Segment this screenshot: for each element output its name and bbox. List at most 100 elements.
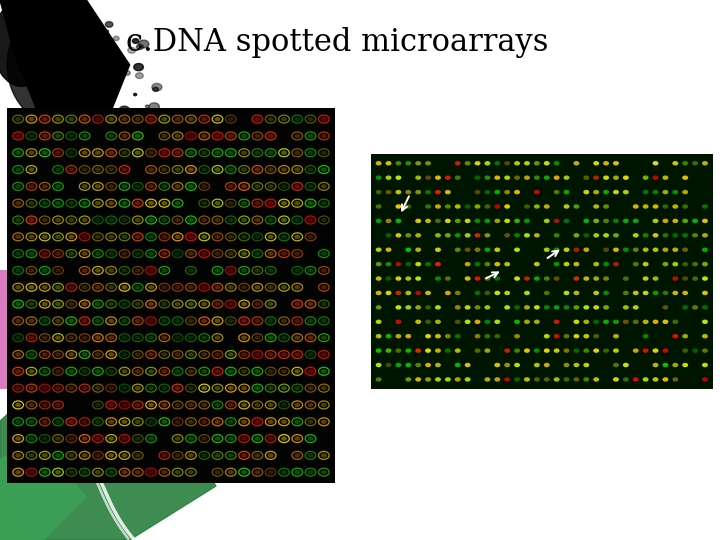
Circle shape <box>122 134 127 138</box>
Circle shape <box>161 335 167 340</box>
Circle shape <box>42 134 48 138</box>
Circle shape <box>78 88 86 94</box>
Circle shape <box>202 201 207 205</box>
Circle shape <box>70 146 76 150</box>
Circle shape <box>108 184 114 188</box>
Circle shape <box>71 59 78 64</box>
Circle shape <box>108 319 114 323</box>
Circle shape <box>474 262 480 266</box>
Circle shape <box>672 190 678 194</box>
Circle shape <box>95 403 101 407</box>
Bar <box>371 154 713 389</box>
Circle shape <box>241 252 247 256</box>
Circle shape <box>643 262 649 266</box>
Circle shape <box>55 167 61 172</box>
Circle shape <box>603 233 609 238</box>
Circle shape <box>672 276 678 281</box>
Circle shape <box>268 335 274 340</box>
Circle shape <box>148 352 154 357</box>
Circle shape <box>504 176 510 180</box>
Circle shape <box>268 117 274 122</box>
Bar <box>0 270 10 389</box>
Circle shape <box>464 320 471 324</box>
Circle shape <box>294 151 300 155</box>
Circle shape <box>672 320 678 324</box>
Circle shape <box>188 151 194 155</box>
Circle shape <box>321 268 327 273</box>
Circle shape <box>474 233 480 238</box>
Circle shape <box>228 201 234 205</box>
Circle shape <box>474 291 480 295</box>
Circle shape <box>254 134 261 138</box>
Circle shape <box>445 334 451 339</box>
Circle shape <box>86 87 94 93</box>
Circle shape <box>188 184 194 188</box>
Circle shape <box>534 276 540 281</box>
Circle shape <box>215 420 220 424</box>
Circle shape <box>495 276 500 281</box>
Circle shape <box>662 204 668 209</box>
Circle shape <box>405 190 411 194</box>
Circle shape <box>564 190 570 194</box>
Circle shape <box>161 386 167 390</box>
Circle shape <box>445 291 451 295</box>
Circle shape <box>161 352 167 357</box>
Circle shape <box>161 420 167 424</box>
Circle shape <box>175 252 181 256</box>
Circle shape <box>376 291 382 295</box>
Circle shape <box>583 247 589 252</box>
Circle shape <box>564 291 570 295</box>
Circle shape <box>643 320 649 324</box>
Circle shape <box>108 352 114 357</box>
Circle shape <box>672 363 678 367</box>
Circle shape <box>95 352 101 357</box>
Circle shape <box>692 161 698 165</box>
Circle shape <box>692 233 698 238</box>
Circle shape <box>188 285 194 289</box>
Circle shape <box>672 204 678 209</box>
Circle shape <box>215 117 220 122</box>
Circle shape <box>307 234 313 239</box>
Circle shape <box>504 204 510 209</box>
Circle shape <box>15 386 21 390</box>
Circle shape <box>524 176 530 180</box>
Circle shape <box>81 369 88 374</box>
Circle shape <box>294 386 300 390</box>
Circle shape <box>544 176 549 180</box>
Circle shape <box>95 201 101 205</box>
Circle shape <box>148 386 154 390</box>
Circle shape <box>504 363 510 367</box>
Circle shape <box>554 190 559 194</box>
Circle shape <box>613 161 619 165</box>
Circle shape <box>652 291 659 295</box>
Circle shape <box>485 233 490 238</box>
Circle shape <box>103 67 107 70</box>
Circle shape <box>96 59 101 63</box>
Circle shape <box>15 218 21 222</box>
Circle shape <box>321 117 327 122</box>
Circle shape <box>652 176 659 180</box>
Circle shape <box>15 352 21 357</box>
Circle shape <box>544 161 549 165</box>
Circle shape <box>474 348 480 353</box>
Circle shape <box>474 161 480 165</box>
Circle shape <box>662 219 668 223</box>
Circle shape <box>71 145 73 147</box>
Circle shape <box>58 93 69 102</box>
Circle shape <box>268 403 274 407</box>
Circle shape <box>593 291 599 295</box>
Circle shape <box>294 302 300 306</box>
Circle shape <box>93 31 97 35</box>
Circle shape <box>149 103 159 111</box>
Circle shape <box>702 377 708 382</box>
Circle shape <box>122 151 127 155</box>
Circle shape <box>68 252 74 256</box>
Circle shape <box>161 453 167 457</box>
Circle shape <box>81 386 88 390</box>
Circle shape <box>281 436 287 441</box>
Circle shape <box>603 320 609 324</box>
Circle shape <box>534 363 540 367</box>
Circle shape <box>29 453 35 457</box>
Circle shape <box>514 377 520 382</box>
Circle shape <box>42 470 48 474</box>
